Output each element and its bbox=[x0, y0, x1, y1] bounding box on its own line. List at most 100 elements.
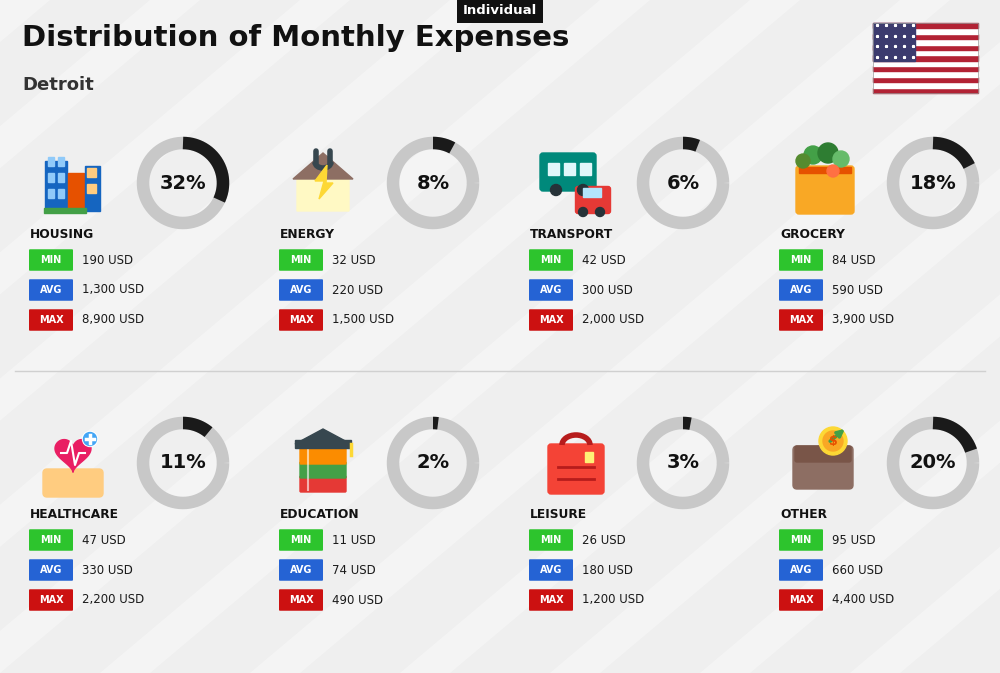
Polygon shape bbox=[850, 0, 1000, 673]
Text: 1,500 USD: 1,500 USD bbox=[332, 314, 394, 326]
Bar bbox=[48, 157, 54, 166]
Text: 490 USD: 490 USD bbox=[332, 594, 383, 606]
Bar bbox=[58, 157, 64, 166]
Text: 660 USD: 660 USD bbox=[832, 563, 883, 577]
FancyBboxPatch shape bbox=[279, 249, 323, 271]
Bar bbox=[45, 161, 67, 211]
Bar bbox=[872, 44, 978, 50]
Circle shape bbox=[578, 207, 587, 217]
Polygon shape bbox=[293, 153, 353, 179]
Circle shape bbox=[550, 184, 562, 195]
Text: MAX: MAX bbox=[39, 595, 63, 605]
Text: 2,200 USD: 2,200 USD bbox=[82, 594, 144, 606]
Text: $: $ bbox=[829, 435, 837, 448]
Bar bbox=[872, 23, 978, 28]
Text: 1,300 USD: 1,300 USD bbox=[82, 283, 144, 297]
Text: AVG: AVG bbox=[540, 565, 562, 575]
Text: 47 USD: 47 USD bbox=[82, 534, 126, 546]
Polygon shape bbox=[250, 0, 1000, 673]
FancyBboxPatch shape bbox=[575, 186, 610, 213]
FancyBboxPatch shape bbox=[279, 529, 323, 551]
FancyBboxPatch shape bbox=[779, 559, 823, 581]
FancyBboxPatch shape bbox=[300, 476, 346, 492]
Circle shape bbox=[819, 427, 847, 455]
Bar bbox=[295, 440, 351, 448]
FancyBboxPatch shape bbox=[795, 446, 851, 462]
Text: 6%: 6% bbox=[666, 174, 700, 192]
Polygon shape bbox=[315, 165, 333, 199]
Text: MAX: MAX bbox=[539, 315, 563, 325]
Text: 590 USD: 590 USD bbox=[832, 283, 883, 297]
Text: MIN: MIN bbox=[40, 255, 62, 265]
Polygon shape bbox=[295, 429, 351, 444]
Text: AVG: AVG bbox=[790, 565, 812, 575]
FancyBboxPatch shape bbox=[279, 279, 323, 301]
Text: 32 USD: 32 USD bbox=[332, 254, 376, 267]
Text: MAX: MAX bbox=[539, 595, 563, 605]
FancyBboxPatch shape bbox=[796, 166, 854, 214]
Text: 180 USD: 180 USD bbox=[582, 563, 633, 577]
FancyBboxPatch shape bbox=[529, 279, 573, 301]
FancyBboxPatch shape bbox=[548, 444, 604, 494]
Text: AVG: AVG bbox=[290, 565, 312, 575]
FancyBboxPatch shape bbox=[279, 559, 323, 581]
FancyBboxPatch shape bbox=[300, 448, 346, 464]
Text: AVG: AVG bbox=[40, 285, 62, 295]
Text: TRANSPORT: TRANSPORT bbox=[530, 227, 613, 240]
Text: AVG: AVG bbox=[540, 285, 562, 295]
FancyBboxPatch shape bbox=[529, 310, 573, 330]
Bar bbox=[548, 163, 559, 175]
FancyBboxPatch shape bbox=[29, 249, 73, 271]
Polygon shape bbox=[0, 0, 50, 673]
FancyBboxPatch shape bbox=[29, 310, 73, 330]
Text: 3%: 3% bbox=[666, 454, 700, 472]
Text: MIN: MIN bbox=[290, 255, 312, 265]
FancyBboxPatch shape bbox=[529, 529, 573, 551]
Bar bbox=[585, 452, 593, 462]
Polygon shape bbox=[55, 439, 91, 472]
Bar bbox=[44, 208, 86, 213]
Text: 84 USD: 84 USD bbox=[832, 254, 876, 267]
Polygon shape bbox=[0, 0, 200, 673]
Text: MIN: MIN bbox=[540, 535, 562, 545]
Text: MAX: MAX bbox=[789, 315, 813, 325]
Circle shape bbox=[84, 433, 97, 446]
Bar bbox=[872, 23, 914, 61]
Bar bbox=[872, 55, 978, 61]
Text: MIN: MIN bbox=[40, 535, 62, 545]
Text: 26 USD: 26 USD bbox=[582, 534, 626, 546]
Text: 18%: 18% bbox=[910, 174, 956, 192]
Bar bbox=[872, 39, 978, 44]
FancyBboxPatch shape bbox=[779, 590, 823, 611]
FancyBboxPatch shape bbox=[29, 529, 73, 551]
FancyBboxPatch shape bbox=[529, 249, 573, 271]
FancyBboxPatch shape bbox=[540, 153, 596, 191]
FancyBboxPatch shape bbox=[29, 279, 73, 301]
Polygon shape bbox=[550, 0, 1000, 673]
Polygon shape bbox=[700, 0, 1000, 673]
Bar bbox=[87, 168, 96, 177]
Text: AVG: AVG bbox=[290, 285, 312, 295]
Circle shape bbox=[827, 165, 839, 177]
Text: Distribution of Monthly Expenses: Distribution of Monthly Expenses bbox=[22, 24, 569, 52]
Text: 20%: 20% bbox=[910, 454, 956, 472]
Text: 1,200 USD: 1,200 USD bbox=[582, 594, 644, 606]
FancyBboxPatch shape bbox=[300, 462, 346, 478]
FancyBboxPatch shape bbox=[279, 590, 323, 611]
FancyBboxPatch shape bbox=[29, 590, 73, 611]
Text: MAX: MAX bbox=[39, 315, 63, 325]
Circle shape bbox=[818, 143, 838, 163]
Bar bbox=[48, 189, 54, 198]
Circle shape bbox=[596, 207, 604, 217]
Polygon shape bbox=[400, 0, 1000, 673]
Polygon shape bbox=[0, 0, 350, 673]
Text: 8%: 8% bbox=[416, 174, 450, 192]
Text: 2%: 2% bbox=[416, 454, 450, 472]
Circle shape bbox=[804, 146, 822, 164]
Bar bbox=[85, 166, 100, 211]
Polygon shape bbox=[100, 0, 950, 673]
Bar bbox=[564, 163, 575, 175]
Polygon shape bbox=[0, 0, 500, 673]
Bar bbox=[872, 23, 978, 93]
Bar bbox=[872, 66, 978, 71]
